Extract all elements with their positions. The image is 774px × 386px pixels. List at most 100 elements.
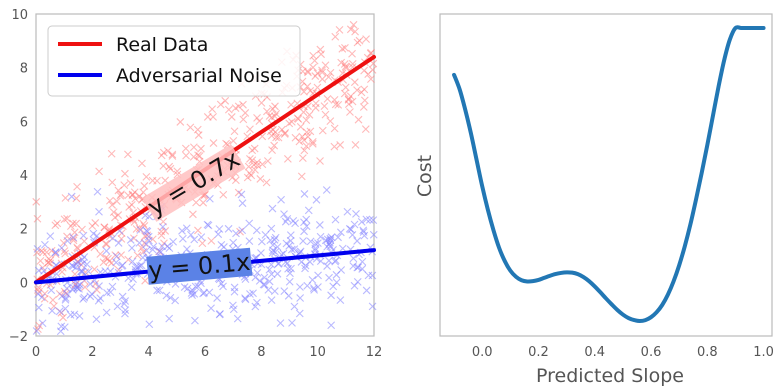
real-data-point (320, 102, 329, 110)
real-data-point (310, 56, 319, 65)
real-data-point (36, 256, 45, 265)
noise-data-point (37, 293, 46, 302)
real-data-point (194, 151, 202, 160)
legend-label-noise: Adversarial Noise (116, 65, 282, 87)
real-data-point (116, 191, 125, 200)
left-y-tick-label: 10 (11, 8, 28, 23)
real-data-point (302, 142, 311, 151)
noise-data-point (34, 303, 43, 312)
real-data-point (338, 44, 347, 53)
real-data-point (108, 178, 117, 187)
noise-data-point (364, 271, 373, 280)
real-data-point (109, 208, 118, 217)
real-data-point (107, 149, 116, 158)
noise-data-point (214, 230, 223, 239)
noise-data-point (32, 327, 41, 335)
right-y-axis-label: Cost (414, 155, 436, 197)
real-data-point (219, 190, 228, 199)
noise-data-point (273, 242, 282, 251)
cost-curve (452, 25, 766, 323)
noise-data-point (87, 290, 96, 298)
left-y-tick-label: 0 (20, 276, 28, 291)
real-data-point (46, 259, 55, 268)
real-data-point (194, 131, 203, 139)
real-data-point (99, 258, 108, 267)
noise-data-point (95, 207, 103, 216)
noise-data-point (95, 282, 103, 290)
noise-data-point (286, 231, 295, 239)
noise-data-point (153, 286, 161, 295)
noise-data-point (288, 319, 296, 327)
real-data-point (101, 239, 110, 248)
real-data-point (313, 83, 322, 92)
left-y-ticks: −2 0 2 4 6 8 10 (9, 8, 28, 345)
real-data-point (304, 68, 312, 77)
real-data-point (131, 194, 140, 203)
noise-data-point (232, 229, 240, 238)
noise-data-point (171, 296, 180, 305)
real-data-point (263, 157, 272, 165)
noise-data-point (362, 215, 371, 224)
real-data-point (35, 321, 44, 330)
noise-data-point (57, 244, 66, 252)
noise-data-point (251, 302, 260, 311)
noise-data-point (148, 245, 157, 254)
real-data-point (285, 119, 294, 128)
noise-data-point (197, 233, 206, 242)
noise-data-point (253, 298, 261, 307)
noise-data-point (241, 275, 250, 284)
noise-data-point (261, 230, 270, 239)
real-data-point (326, 68, 335, 77)
real-data-point (128, 191, 137, 199)
real-data-point (274, 133, 283, 142)
real-data-point (351, 27, 359, 36)
real-data-point (302, 128, 311, 137)
legend-box (47, 25, 301, 97)
left-x-tick-label: 12 (366, 345, 383, 360)
right-chart: 0.0 0.2 0.4 0.6 0.8 1.0 Predicted Slope Cost (414, 13, 774, 386)
real-data-point (349, 20, 358, 29)
noise-data-point (279, 249, 288, 258)
real-data-point (137, 244, 146, 253)
real-data-point (126, 179, 135, 187)
noise-data-point (61, 304, 70, 313)
noise-data-point (169, 237, 178, 246)
real-data-point (348, 59, 357, 68)
noise-data-point (145, 320, 154, 329)
real-data-point (355, 36, 364, 45)
real-data-point (317, 50, 325, 59)
real-data-point (299, 108, 308, 117)
noise-data-point (314, 271, 322, 280)
real-data-point (346, 25, 355, 34)
noise-data-point (48, 306, 56, 315)
noise-data-point (316, 232, 325, 241)
left-x-tick-label: 0 (32, 345, 40, 360)
real-data-point (59, 313, 67, 322)
real-data-point (326, 117, 335, 126)
noise-data-point (145, 212, 154, 221)
real-data-point (230, 127, 239, 136)
noise-data-point (267, 260, 276, 269)
real-data-point (190, 143, 198, 152)
noise-data-point (80, 253, 89, 261)
noise-data-point (271, 233, 280, 242)
noise-data-point (264, 285, 273, 294)
noise-data-point (354, 263, 363, 272)
real-data-point (354, 115, 363, 124)
real-data-point (302, 116, 311, 125)
noise-data-point (89, 229, 98, 238)
noise-data-point (312, 195, 321, 204)
noise-data-point (216, 309, 224, 318)
real-data-point (298, 154, 307, 163)
real-data-point (53, 219, 62, 228)
real-data-point (124, 150, 132, 159)
noise-data-point (205, 194, 214, 203)
real-data-point (81, 283, 89, 291)
real-data-point (58, 268, 66, 276)
noise-data-point (38, 319, 47, 328)
real-data-point (323, 94, 332, 103)
real-data-point (291, 133, 300, 142)
real-data-point (70, 228, 79, 237)
real-data-point (246, 154, 254, 163)
